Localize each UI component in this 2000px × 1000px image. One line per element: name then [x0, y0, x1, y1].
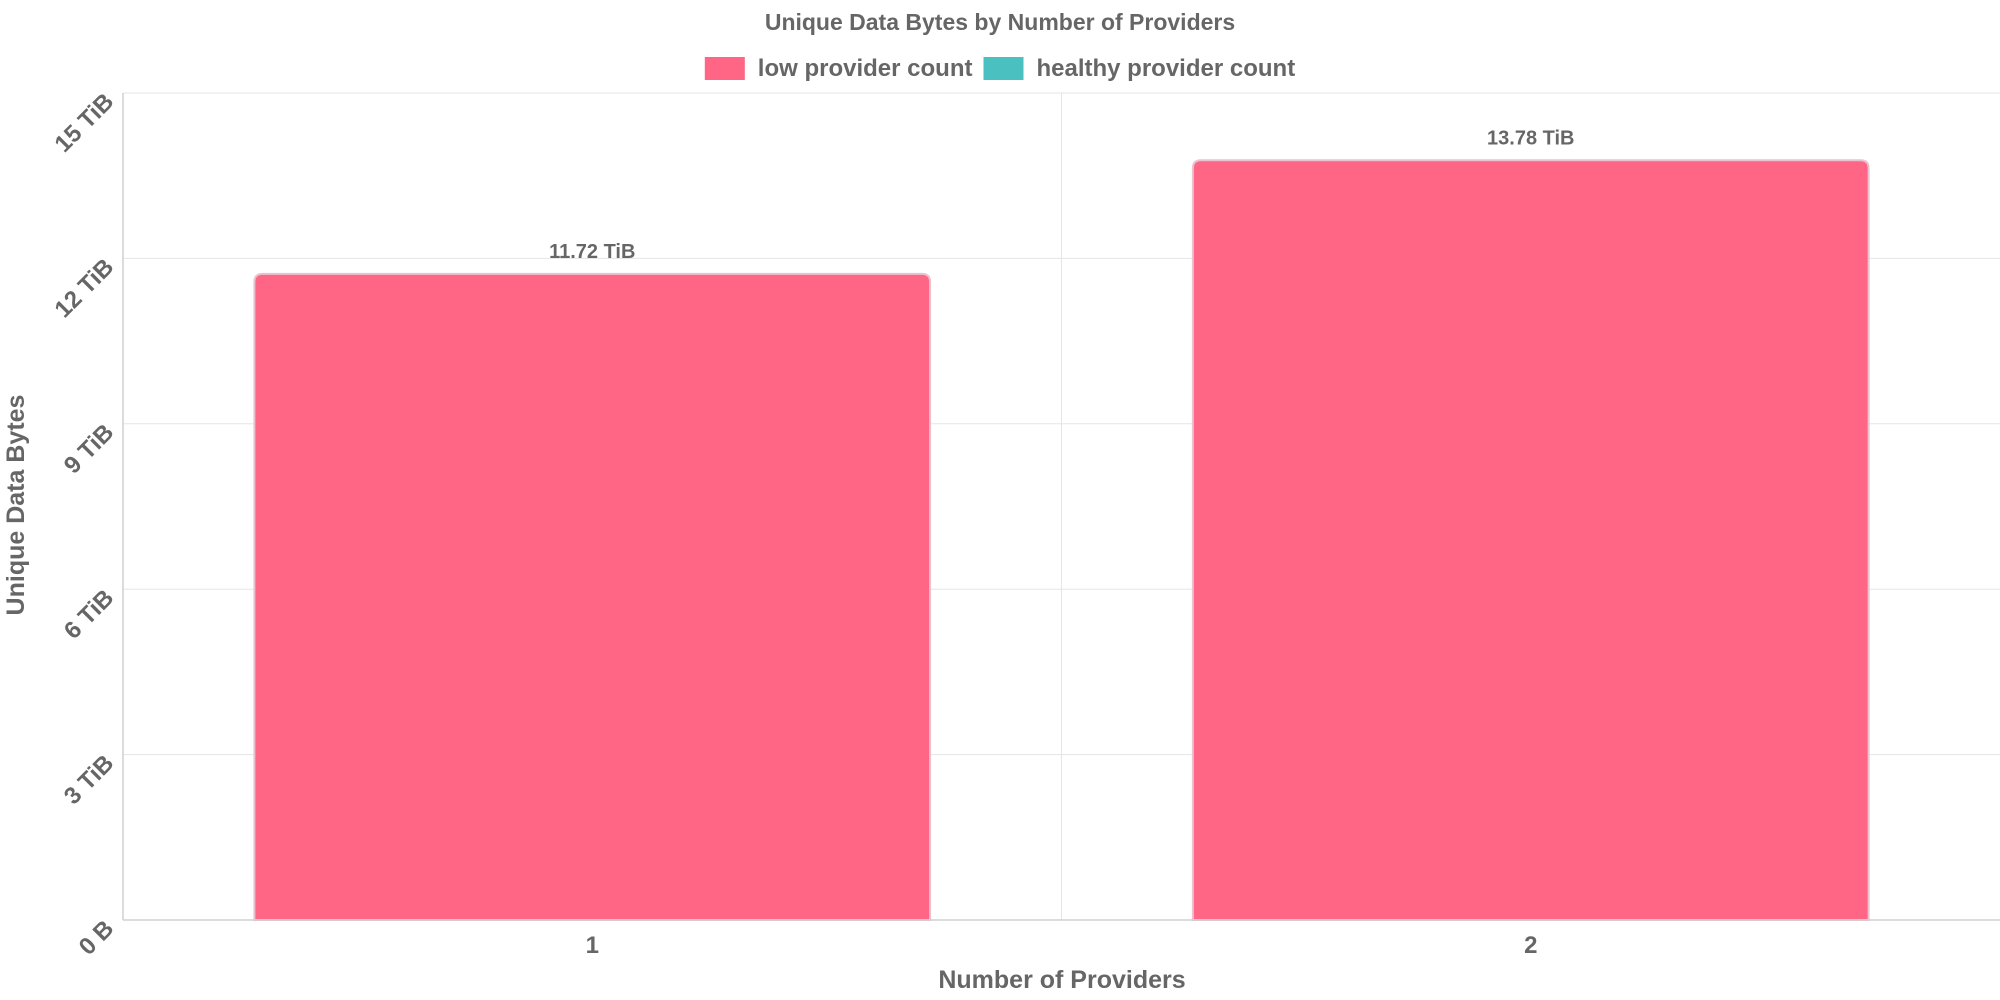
y-tick-label: 0 B [74, 915, 120, 961]
x-axis-title: Number of Providers [938, 966, 1185, 994]
y-tick-label: 15 TiB [50, 88, 120, 158]
y-axis-title: Unique Data Bytes [2, 395, 30, 616]
legend-label: low provider count [758, 55, 973, 82]
chart-title: Unique Data Bytes by Number of Providers [765, 9, 1235, 35]
x-tick-label: 1 [586, 932, 599, 959]
legend-swatch [704, 57, 745, 80]
bar [253, 272, 932, 921]
data-labels: 11.72 TiB 13.78 TiB [549, 127, 1574, 263]
y-tick-labels: 0 B 3 TiB 6 TiB 9 TiB 12 TiB 15 TiB [50, 88, 120, 961]
x-tick-label: 2 [1524, 932, 1537, 959]
bar-data-label: 11.72 TiB [549, 241, 635, 263]
bars [253, 159, 1870, 921]
y-tick-label: 12 TiB [50, 254, 120, 324]
legend: low provider count healthy provider count [704, 55, 1295, 82]
y-tick-label: 3 TiB [59, 750, 119, 810]
bar [1191, 159, 1870, 921]
legend-swatch [983, 57, 1024, 80]
axes [122, 93, 2000, 921]
bar-data-label: 13.78 TiB [1487, 127, 1574, 149]
legend-label: healthy provider count [1036, 55, 1295, 82]
y-tick-label: 9 TiB [59, 419, 119, 479]
y-tick-label: 6 TiB [59, 584, 119, 644]
